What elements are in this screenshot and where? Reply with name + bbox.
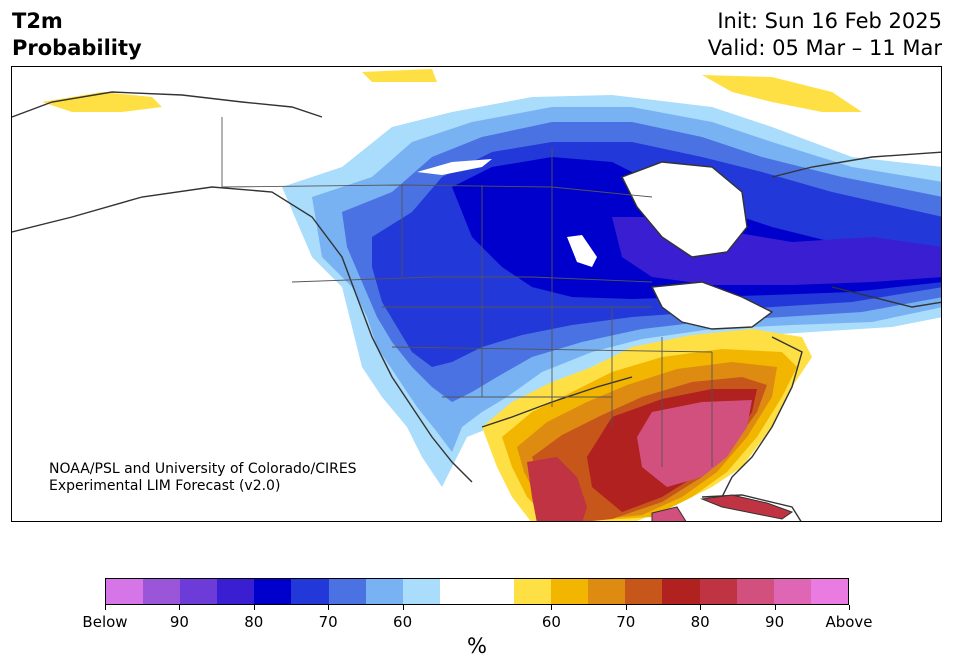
colorbar-segment bbox=[476, 579, 515, 604]
colorbar-segment bbox=[180, 579, 218, 604]
colorbar-tick bbox=[849, 605, 850, 610]
above-max-region bbox=[637, 400, 752, 487]
hudson-bay bbox=[622, 162, 747, 257]
colorbar-tick-label: 80 bbox=[690, 613, 710, 631]
colorbar-segment bbox=[254, 579, 292, 604]
init-date: Init: Sun 16 Feb 2025 bbox=[717, 9, 942, 33]
colorbar-segment bbox=[365, 579, 403, 604]
colorbar-segment bbox=[773, 579, 811, 604]
colorbar-tick bbox=[700, 605, 702, 610]
colorbar-segment bbox=[625, 579, 663, 604]
map-canvas bbox=[12, 67, 941, 521]
valid-range: Valid: 05 Mar – 11 Mar bbox=[707, 36, 942, 60]
colorbar-segment bbox=[439, 579, 477, 604]
colorbar-segment bbox=[514, 579, 552, 604]
lake-winnipeg bbox=[567, 235, 597, 267]
colorbar-segment bbox=[402, 579, 440, 604]
colorbar-segment bbox=[810, 579, 848, 604]
colorbar-tick-label: 80 bbox=[244, 613, 264, 631]
colorbar-tick-label: 70 bbox=[318, 613, 338, 631]
colorbar-tick bbox=[402, 605, 404, 610]
colorbar-segment bbox=[736, 579, 774, 604]
colorbar-segment bbox=[106, 579, 144, 604]
colorbar-segment bbox=[328, 579, 366, 604]
great-bear-lake bbox=[417, 159, 492, 175]
colorbar-segment bbox=[662, 579, 700, 604]
colorbar-tick-label: 70 bbox=[616, 613, 636, 631]
great-lakes bbox=[652, 282, 772, 329]
colorbar-segment bbox=[551, 579, 589, 604]
colorbar-tick-label: 90 bbox=[765, 613, 785, 631]
colorbar-tick bbox=[551, 605, 553, 610]
forecast-dates: Init: Sun 16 Feb 2025 Valid: 05 Mar – 11… bbox=[708, 8, 942, 62]
cuba bbox=[700, 494, 794, 520]
colorbar-tick-label: 60 bbox=[393, 613, 413, 631]
yucatan-patch bbox=[651, 506, 687, 521]
arctic-warm-patch-north bbox=[362, 69, 437, 82]
probability-map bbox=[11, 66, 942, 522]
political-borders bbox=[221, 117, 713, 467]
credit-line-1: NOAA/PSL and University of Colorado/CIRE… bbox=[49, 461, 357, 477]
colorbar-tick-label: 90 bbox=[169, 613, 189, 631]
colorbar-tick-label: Below bbox=[82, 613, 128, 631]
credit-text: NOAA/PSL and University of Colorado/CIRE… bbox=[49, 461, 357, 495]
colorbar-tick bbox=[105, 605, 106, 610]
colorbar-tick bbox=[774, 605, 776, 610]
probability-colorbar bbox=[105, 578, 849, 605]
colorbar-segment bbox=[588, 579, 626, 604]
colorbar-tick-label: 60 bbox=[541, 613, 561, 631]
colorbar-tick-label: Above bbox=[825, 613, 873, 631]
colorbar-tick bbox=[625, 605, 627, 610]
colorbar-tick bbox=[179, 605, 181, 610]
colorbar-unit: % bbox=[467, 634, 487, 658]
variable-label: T2m bbox=[12, 9, 63, 33]
colorbar-segment bbox=[699, 579, 737, 604]
map-title: T2m Probability bbox=[12, 8, 142, 62]
arctic-warm-patch-east bbox=[702, 75, 862, 112]
colorbar-tick bbox=[328, 605, 330, 610]
texas-deep-red-region bbox=[527, 457, 587, 521]
colorbar-segment bbox=[143, 579, 181, 604]
colorbar-tick bbox=[253, 605, 255, 610]
colorbar-segment bbox=[217, 579, 255, 604]
arctic-warm-patch-west bbox=[42, 92, 162, 112]
product-label: Probability bbox=[12, 36, 142, 60]
credit-line-2: Experimental LIM Forecast (v2.0) bbox=[49, 478, 281, 494]
colorbar-segment bbox=[291, 579, 329, 604]
coastlines bbox=[12, 91, 941, 521]
